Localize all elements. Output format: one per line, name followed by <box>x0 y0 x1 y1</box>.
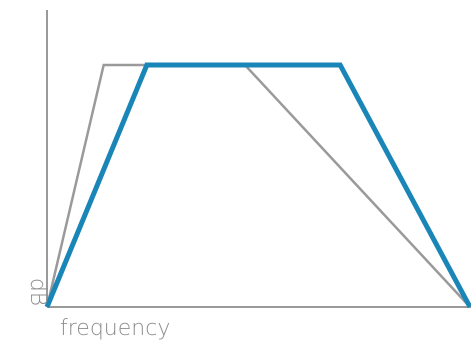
series-line-2 <box>44 62 471 309</box>
y-axis-label: dB <box>25 278 50 306</box>
x-axis-label: frequency <box>60 316 170 341</box>
axes <box>46 10 471 308</box>
series-layer <box>44 62 471 309</box>
